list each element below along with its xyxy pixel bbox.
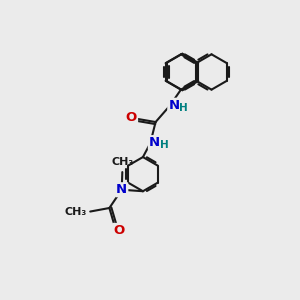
Text: CH₃: CH₃ — [64, 206, 87, 217]
Text: H: H — [160, 140, 169, 150]
Text: N: N — [149, 136, 160, 149]
Text: H: H — [179, 103, 188, 113]
Text: N: N — [168, 99, 179, 112]
Text: O: O — [113, 224, 124, 237]
Text: CH₃: CH₃ — [111, 158, 134, 167]
Text: N: N — [116, 183, 127, 196]
Text: O: O — [126, 111, 137, 124]
